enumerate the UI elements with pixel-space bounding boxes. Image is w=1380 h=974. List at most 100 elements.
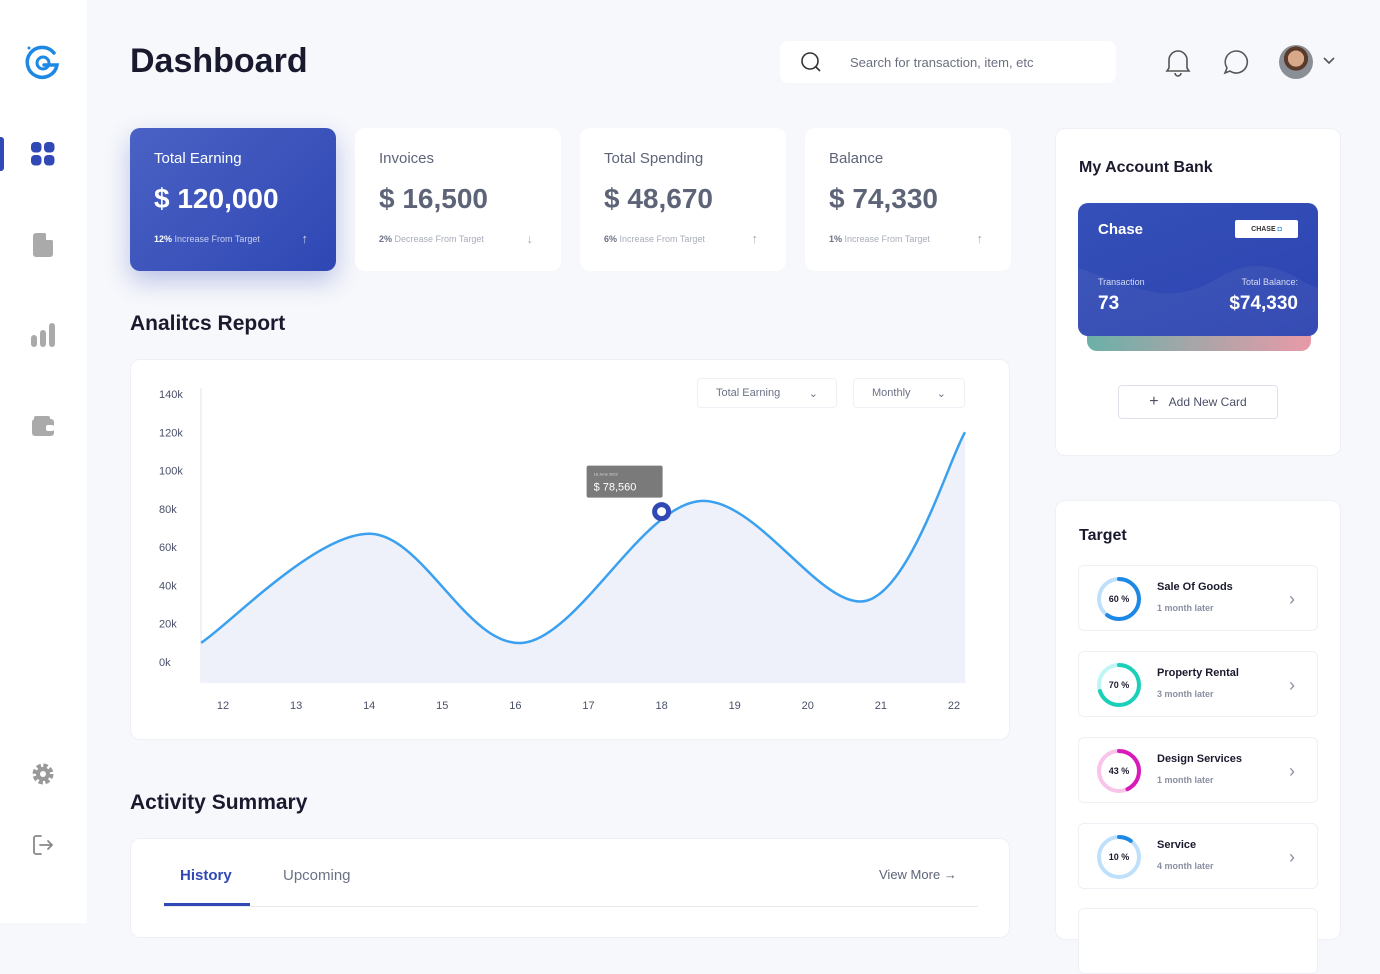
bank-card[interactable]: Chase CHASE ◘ Transaction 73 Total Balan…: [1078, 203, 1318, 336]
period-dropdown-label: Monthly: [872, 387, 911, 399]
stat-note: Increase From Target: [619, 233, 705, 244]
stat-title: Invoices: [379, 150, 435, 167]
stat-percent: 2%: [379, 233, 393, 244]
chart-icon: [31, 323, 55, 347]
tooltip-box: [586, 465, 663, 498]
sidebar-item-settings[interactable]: [28, 759, 58, 789]
progress-ring: [1097, 749, 1141, 793]
add-new-card-label: Add New Card: [1168, 395, 1247, 409]
stat-card-balance[interactable]: Balance $ 74,330 1% Increase From Target…: [805, 128, 1011, 271]
x-tick-label: 12: [217, 700, 229, 712]
stat-percent: 1%: [829, 233, 843, 244]
view-more-link[interactable]: View More →: [879, 867, 957, 882]
card-wave-decoration: [1078, 266, 1318, 336]
sidebar-item-documents[interactable]: [28, 230, 58, 260]
earning-chart: 0k 20k 40k 60k 80k 100k 120k 140k 12 13 14 15 16 17 18…: [159, 388, 967, 712]
target-item[interactable]: 70 % Property Rental 3 month later ›: [1078, 651, 1318, 717]
transaction-label: Transaction: [1098, 277, 1145, 287]
stat-card-invoices[interactable]: Invoices $ 16,500 2% Decrease From Targe…: [355, 128, 561, 271]
message-icon[interactable]: [1221, 47, 1251, 77]
stat-card-total-earning[interactable]: Total Earning $ 120,000 12% Increase Fro…: [130, 128, 336, 271]
add-new-card-button[interactable]: + Add New Card: [1118, 385, 1278, 419]
x-tick-label: 20: [802, 700, 814, 712]
chevron-right-icon: ›: [1289, 847, 1295, 867]
target-name: Service: [1157, 839, 1197, 851]
search-bar[interactable]: [780, 41, 1116, 83]
series-dropdown[interactable]: Total Earning ⌄: [697, 378, 837, 408]
target-item[interactable]: 43 % Design Services 1 month later ›: [1078, 737, 1318, 803]
stat-value: $ 48,670: [604, 183, 713, 214]
divider: [164, 906, 978, 907]
target-item[interactable]: 10 % Service 4 month later ›: [1078, 823, 1318, 889]
stat-percent: 6%: [604, 233, 618, 244]
y-tick-label: 120k: [159, 427, 183, 439]
y-tick-label: 0k: [159, 657, 171, 669]
sidebar-item-wallet[interactable]: [28, 411, 58, 441]
bank-name: Chase: [1098, 221, 1144, 238]
stat-value: $ 16,500: [379, 183, 488, 214]
x-tick-label: 13: [290, 700, 302, 712]
chevron-down-icon: ⌄: [808, 387, 818, 400]
chart-line: [200, 431, 967, 645]
target-item[interactable]: 60 % Sale Of Goods 1 month later ›: [1078, 565, 1318, 631]
target-item[interactable]: [1078, 908, 1318, 974]
target-due: 1 month later: [1157, 603, 1214, 613]
page-title: Dashboard: [130, 42, 308, 80]
chevron-down-icon[interactable]: [1322, 56, 1336, 66]
total-balance-value: $74,330: [1229, 293, 1298, 314]
activity-title: Activity Summary: [130, 791, 308, 814]
logout-icon: [33, 835, 54, 855]
target-name: Design Services: [1157, 753, 1242, 765]
view-more-label: View More: [879, 867, 941, 882]
chart-area-fill: [201, 432, 965, 682]
sidebar-item-analytics[interactable]: [28, 320, 58, 350]
target-name: Property Rental: [1157, 667, 1239, 679]
y-tick-label: 60k: [159, 542, 177, 554]
x-tick-label: 16: [509, 700, 521, 712]
arrow-up-icon: ↑: [301, 231, 309, 246]
sidebar-item-logout[interactable]: [28, 830, 58, 860]
x-tick-label: 15: [436, 700, 448, 712]
x-tick-label: 17: [582, 700, 594, 712]
sidebar-item-dashboard[interactable]: [28, 139, 58, 169]
arrow-down-icon: ↓: [526, 231, 534, 246]
period-dropdown[interactable]: Monthly ⌄: [853, 378, 965, 408]
stat-title: Total Spending: [604, 150, 704, 167]
sidebar: [0, 0, 87, 923]
plus-icon: +: [1149, 393, 1159, 410]
notification-bell-icon[interactable]: [1163, 47, 1193, 77]
arrow-up-icon: ↑: [751, 231, 759, 246]
x-tick-label: 18: [655, 700, 667, 712]
progress-ring: [1097, 577, 1141, 621]
target-percent: 60 %: [1108, 594, 1130, 604]
tooltip-value: $ 78,560: [594, 482, 637, 494]
activity-panel: History Upcoming View More →: [130, 838, 1010, 938]
chevron-right-icon: ›: [1289, 589, 1295, 609]
stat-title: Total Earning: [154, 150, 242, 167]
avatar[interactable]: [1279, 45, 1313, 79]
document-icon: [33, 233, 53, 257]
stat-title: Balance: [829, 150, 884, 167]
active-tab-indicator: [164, 903, 250, 906]
chase-logo: CHASE ◘: [1235, 220, 1298, 238]
stat-card-total-spending[interactable]: Total Spending $ 48,670 6% Increase From…: [580, 128, 786, 271]
x-tick-label: 22: [948, 700, 960, 712]
highlight-point: [652, 502, 672, 522]
arrow-right-icon: →: [943, 867, 957, 882]
tab-history[interactable]: History: [180, 867, 232, 884]
tab-upcoming[interactable]: Upcoming: [283, 867, 351, 884]
chevron-down-icon: ⌄: [936, 387, 946, 400]
stat-note: Increase From Target: [174, 233, 260, 244]
tooltip-date: 18 June 2022: [594, 472, 619, 477]
y-tick-label: 100k: [159, 466, 183, 478]
target-name: Sale Of Goods: [1157, 581, 1233, 593]
stat-percent: 12%: [154, 233, 173, 244]
progress-ring: [1097, 835, 1141, 879]
search-input[interactable]: [850, 54, 1100, 70]
y-tick-label: 40k: [159, 580, 177, 592]
transaction-count: 73: [1098, 293, 1120, 314]
search-icon: [801, 52, 821, 72]
progress-ring: [1097, 663, 1141, 707]
logo-icon: [25, 45, 60, 80]
target-due: 1 month later: [1157, 775, 1214, 785]
